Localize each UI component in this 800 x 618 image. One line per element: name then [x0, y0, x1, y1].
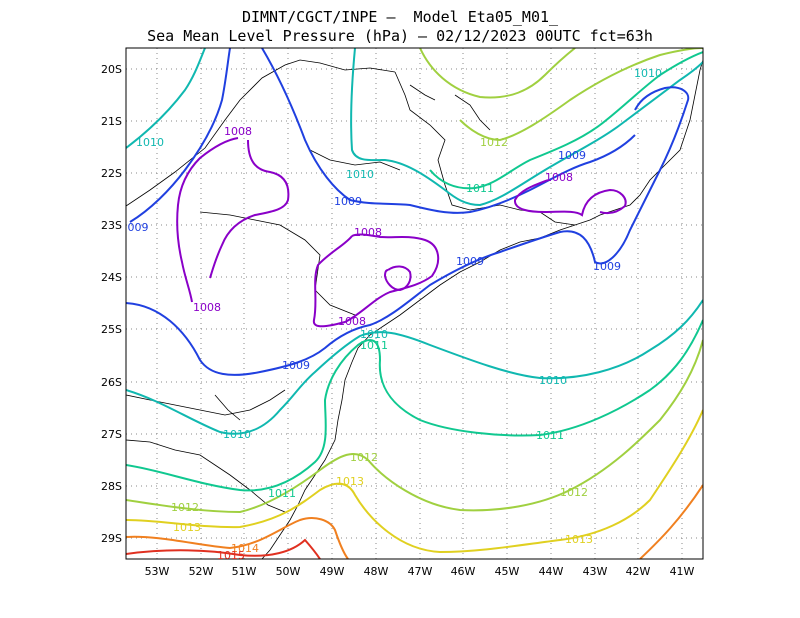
map-title-line2: Sea Mean Level Pressure (hPa) – 02/12/20…: [147, 27, 653, 45]
lon-label: 49W: [320, 565, 345, 578]
contour-label: 1011: [360, 339, 388, 352]
lon-label: 53W: [145, 565, 170, 578]
contour-label: 1008: [545, 171, 573, 184]
plot-frame: [125, 47, 704, 560]
isobar-1015: [126, 538, 321, 559]
lon-label: 42W: [626, 565, 651, 578]
lat-label: 23S: [101, 219, 122, 232]
isobar-1008-west: [176, 137, 239, 303]
isobar-1010-n: [350, 48, 703, 207]
contour-label: 1010: [634, 67, 662, 80]
contour-label: 1011: [268, 487, 296, 500]
contour-label: 1009: [282, 359, 310, 372]
lat-label: 29S: [101, 532, 122, 545]
contour-label: 1009: [456, 255, 484, 268]
contour-label: 1015: [217, 549, 245, 562]
isobar-1013: [126, 409, 703, 554]
lon-label: 44W: [539, 565, 564, 578]
lon-label: 46W: [451, 565, 476, 578]
isobar-1014-east: [639, 484, 703, 559]
isobar-1009-west: [129, 48, 231, 223]
lon-label: 50W: [276, 565, 301, 578]
lat-label: 25S: [101, 323, 122, 336]
isobar-1008-ring: [383, 265, 412, 292]
contour-label: 1008: [224, 125, 252, 138]
contour-label: 1013: [336, 475, 364, 488]
lon-label: 51W: [232, 565, 257, 578]
grid-lines: [126, 48, 703, 559]
contour-label: 1011: [466, 182, 494, 195]
isobar-1011: [126, 319, 703, 492]
lat-label: 26S: [101, 376, 122, 389]
isobar-1012-north2: [459, 48, 703, 142]
contour-label: 1008: [354, 226, 382, 239]
contour-label: 1012: [350, 451, 378, 464]
isobar-1010-nw: [126, 48, 206, 149]
contour-label: 1010: [136, 136, 164, 149]
lon-label: 41W: [670, 565, 695, 578]
contour-label: 1010: [223, 428, 251, 441]
lon-axis: 53W 52W 51W 50W 49W 48W 47W 46W 45W 44W …: [145, 565, 695, 578]
lat-label: 24S: [101, 271, 122, 284]
contour-label: 1010: [539, 374, 567, 387]
lat-axis: 20S 21S 22S 23S 24S 25S 26S 27S 28S 29S: [101, 63, 122, 545]
lon-label: 48W: [364, 565, 389, 578]
contour-label: 1014: [231, 542, 259, 555]
lat-label: 27S: [101, 428, 122, 441]
contour-label: 1012: [171, 501, 199, 514]
lat-label: 20S: [101, 63, 122, 76]
contour-labels: 1010 1010 1010 1010 1010 1010 1008 1008 …: [128, 67, 663, 562]
isobar-1008-central: [312, 233, 440, 328]
isobar-1014: [126, 517, 349, 559]
contour-label: 1010: [360, 328, 388, 341]
isobar-1012: [126, 339, 703, 514]
isobar-1008-west2: [209, 139, 290, 279]
contour-label: 009: [128, 221, 149, 234]
isobar-1009-mid: [261, 48, 636, 214]
isobar-1008-east: [514, 179, 627, 217]
contour-label: 1010: [346, 168, 374, 181]
map-title-line1: DIMNT/CGCT/INPE – Model Eta05_M01_: [241, 8, 559, 26]
contour-label: 1013: [565, 533, 593, 546]
lon-label: 45W: [495, 565, 520, 578]
lon-label: 43W: [583, 565, 608, 578]
lat-label: 28S: [101, 480, 122, 493]
contour-label: 1009: [334, 195, 362, 208]
contour-label: 1012: [560, 486, 588, 499]
lat-label: 21S: [101, 115, 122, 128]
lat-label: 22S: [101, 167, 122, 180]
contour-label: 1012: [480, 136, 508, 149]
lon-label: 52W: [189, 565, 214, 578]
contour-label: 1008: [338, 315, 366, 328]
contour-label: 1011: [536, 429, 564, 442]
contour-label: 1009: [558, 149, 586, 162]
isobar-1009: [126, 86, 690, 376]
isobar-1011-north: [429, 51, 703, 190]
isobar-1012-north: [419, 48, 576, 99]
isobar-1010: [126, 299, 703, 435]
contour-label: 1013: [173, 521, 201, 534]
contour-label: 1009: [593, 260, 621, 273]
contour-label: 1008: [193, 301, 221, 314]
lon-label: 47W: [408, 565, 433, 578]
